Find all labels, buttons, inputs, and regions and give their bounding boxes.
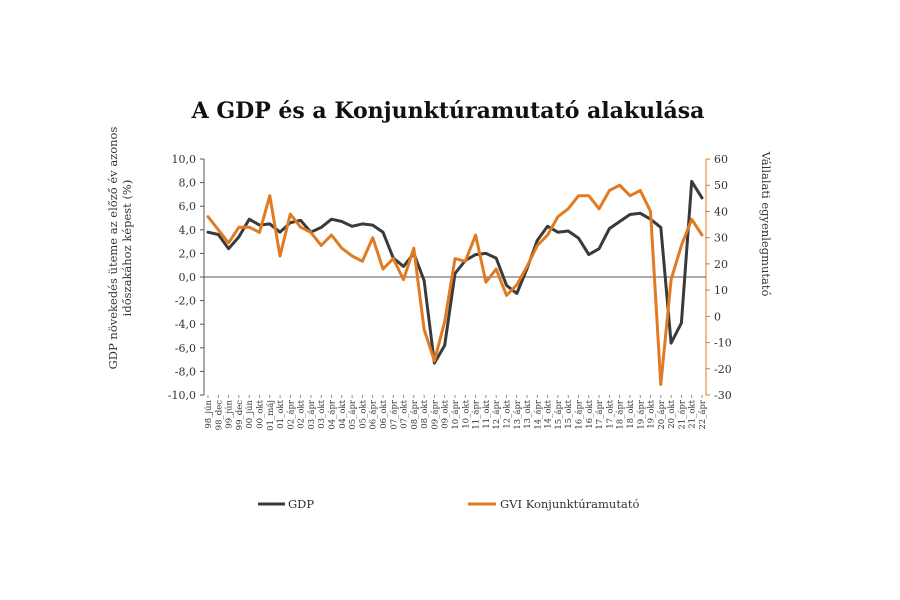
legend-label-gdp: GDP: [288, 497, 314, 511]
chart-title: A GDP és a Konjunktúramutató alakulása: [191, 98, 705, 124]
x-tick-label: 01_okt: [276, 399, 286, 428]
left-tick-label: 2,0: [179, 247, 197, 260]
x-tick-label: 12_okt: [502, 399, 512, 428]
x-tick-label: 20_ápr: [656, 399, 667, 430]
x-tick-label: 09_ápr: [429, 399, 440, 430]
left-tick-label: 10,0: [172, 153, 197, 166]
x-tick-label: 14_ápr: [532, 399, 543, 430]
x-tick-label: 13_okt: [523, 399, 533, 428]
x-axis: 98_jún 98_dec 99_jún 99_dec 00_jún 00_okt 01_m…: [203, 276, 708, 431]
x-tick-label: 12_ápr: [491, 399, 502, 430]
right-tick-label: 50: [714, 179, 728, 192]
x-tick-label: 03_okt: [317, 399, 327, 428]
x-tick-label: 01_máj: [265, 400, 276, 431]
right-tick-label: 60: [714, 153, 728, 166]
left-axis-label-line-2: időszakához képest (%): [120, 180, 134, 317]
x-tick-label: 10_ápr: [450, 399, 461, 430]
series-line-gdp: [206, 179, 704, 365]
left-tick-label: 6,0: [179, 200, 197, 213]
right-tick-label: 40: [714, 205, 728, 218]
x-tick-label: 02_ápr: [285, 399, 296, 430]
right-tick-label: 10: [714, 284, 728, 297]
x-tick-label: 16_ápr: [574, 399, 585, 430]
x-tick-label: 08_okt: [420, 399, 430, 428]
right-y-axis: 60 50 40 30 20 10 0 -10 -20 -30: [705, 153, 732, 402]
x-tick-label: 06_ápr: [368, 399, 379, 430]
left-axis-label-line-1: GDP növekedés üteme az előző év azonos: [106, 127, 120, 370]
x-tick-label: 13_ápr: [512, 399, 523, 430]
left-tick-label: 0,0: [179, 271, 197, 284]
x-tick-label: 05_ápr: [347, 399, 358, 430]
right-tick-label: 30: [714, 232, 728, 245]
x-tick-label: 19_ápr: [635, 399, 646, 430]
x-tick-label: 08_ápr: [409, 399, 420, 430]
x-tick-label: 22_ápr: [697, 399, 708, 430]
x-tick-label: 15_okt: [564, 399, 574, 428]
left-y-axis: 10,0 8,0 6,0 4,0 2,0 0,0 -2,0 -4,0 -6,0 -8,0 -10,0: [168, 153, 205, 402]
x-tick-label: 06_okt: [379, 399, 389, 428]
x-tick-label: 10_okt: [461, 399, 471, 428]
x-tick-label: 07_okt: [400, 399, 410, 428]
left-tick-label: 8,0: [179, 177, 197, 190]
left-tick-label: 4,0: [179, 224, 197, 237]
x-tick-label: 00_jún: [244, 399, 255, 428]
x-tick-label: 21_ápr: [676, 399, 687, 430]
x-tick-label: 18_ápr: [615, 399, 626, 430]
left-tick-label: -8,0: [175, 365, 196, 378]
series-line-gvi: [206, 183, 704, 386]
series-lines: [206, 179, 704, 386]
x-tick-label: 17_ápr: [594, 399, 605, 430]
x-tick-label: 05_okt: [358, 399, 368, 428]
x-tick-label: 17_okt: [605, 399, 615, 428]
x-tick-label: 09_okt: [441, 399, 451, 428]
right-tick-label: -30: [714, 389, 732, 402]
right-tick-label: -10: [714, 337, 732, 350]
x-tick-label: 20_okt: [667, 399, 677, 428]
x-tick-label: 99_dec: [235, 400, 245, 431]
x-tick-label: 15_ápr: [553, 399, 564, 430]
x-tick-label: 19_okt: [647, 399, 657, 428]
left-tick-label: -10,0: [168, 389, 196, 402]
left-tick-label: -4,0: [175, 318, 196, 331]
x-tick-label: 16_okt: [585, 399, 595, 428]
x-tick-label: 99_jún: [224, 399, 235, 428]
x-tick-label: 02_okt: [297, 399, 307, 428]
x-tick-label: 03_ápr: [306, 399, 317, 430]
x-tick-label: 04_ápr: [327, 399, 338, 430]
left-tick-label: -2,0: [175, 295, 196, 308]
right-tick-label: 20: [714, 258, 728, 271]
x-tick-label: 11_okt: [482, 399, 492, 428]
x-tick-label: 98_dec: [214, 400, 224, 431]
legend: GDP GVI Konjunktúramutató: [258, 497, 639, 511]
x-tick-label: 18_okt: [626, 399, 636, 428]
right-tick-label: 0: [714, 310, 721, 323]
right-axis-label: Vállalati egyenlegmutató: [759, 151, 773, 297]
x-tick-label: 11_ápr: [471, 399, 482, 430]
left-tick-label: -6,0: [175, 342, 196, 355]
x-tick-label: 98_jún: [203, 399, 214, 428]
legend-label-gvi: GVI Konjunktúramutató: [500, 497, 639, 511]
right-tick-label: -20: [714, 363, 732, 376]
x-tick-label: 04_okt: [338, 399, 348, 428]
x-tick-label: 14_okt: [544, 399, 554, 428]
x-tick-label: 21_okt: [688, 399, 698, 428]
x-tick-label: 07_ápr: [388, 399, 399, 430]
x-tick-label: 00_okt: [255, 399, 265, 428]
